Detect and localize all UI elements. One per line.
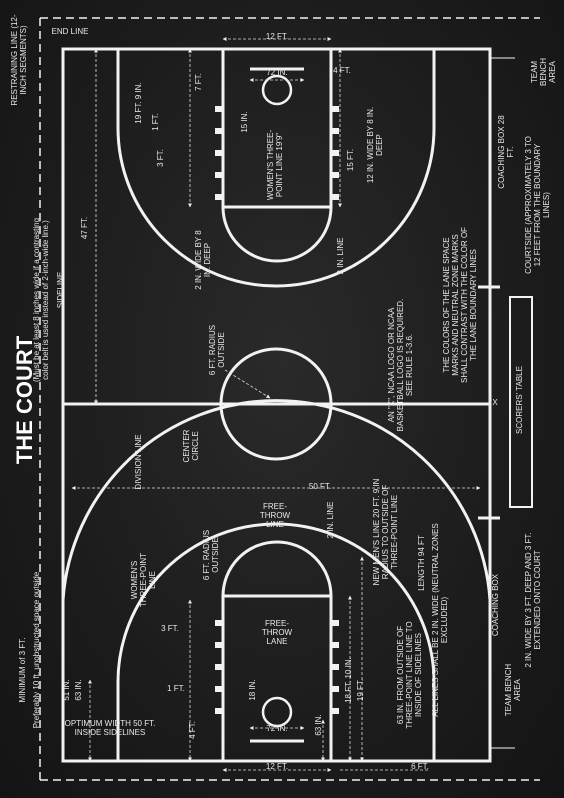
label-team-bench-bottom: TEAM BENCH AREA	[504, 663, 522, 717]
label-womens-three-point-bottom: WOMEN'S THREE-POINT LINE	[130, 552, 157, 608]
three-point-line-top	[116, 49, 436, 288]
label-eighteen-in: 18 IN.	[248, 679, 257, 701]
label-one-ft-top: 1 FT.	[151, 113, 160, 131]
label-all-lines-note: ALL LINES SHALL BE 2 IN. WIDE (NEUTRAL Z…	[431, 523, 449, 717]
label-length-note: LENGTH 94 FT	[417, 535, 426, 591]
label-seventy-two-in-bottom: 72 IN.	[266, 724, 288, 733]
label-bench-extension: 2 IN. WIDE BY 3 FT. DEEP AND 3 FT. EXTEN…	[524, 532, 542, 668]
label-free-throw-lane: FREE-THROW LANE	[261, 619, 293, 646]
label-eighteen-ft-ten: 18 FT. 10 IN.	[344, 657, 353, 703]
label-courtside: COURTSIDE (APPROXIMATELY 3 TO 12 FEET FR…	[524, 136, 551, 274]
label-four-ft-bottom: 4 FT.	[188, 721, 197, 739]
label-fifteen-in-top: 15 IN.	[240, 111, 249, 133]
label-seven-ft: 7 FT.	[194, 73, 203, 91]
label-sideline: SIDELINE	[56, 271, 65, 309]
label-three-ft-top: 3 FT.	[156, 149, 165, 167]
label-six-ft-radius-top: 6 FT. RADIUS OUTSIDE	[208, 324, 226, 376]
label-end-line: END LINE	[51, 27, 89, 36]
label-two-in-line-top: 2 IN. LINE	[336, 237, 345, 275]
label-womens-three-point-top: WOMEN'S THREE-POINT LINE 19'9"	[266, 129, 284, 201]
label-sixty-three-in-bottom: 63 IN.	[314, 714, 323, 736]
label-twelve-in-wide: 12 IN. WIDE BY 8 IN. DEEP	[366, 106, 384, 184]
page-title: THE COURT	[12, 335, 37, 464]
label-sideline-note: (Must be at least 8 inches wide if a con…	[32, 217, 50, 383]
label-forty-seven-ft: 47 FT.	[80, 216, 89, 240]
lane-marks-bottom	[215, 620, 339, 714]
label-optimum-width: OPTIMUM WIDTH 50 FT. INSIDE SIDELINES	[64, 719, 156, 737]
label-six-ft-bottom: 6 FT.	[411, 762, 429, 771]
label-restraining-line: RESTRAINING LINE (12-INCH SEGMENTS)	[10, 14, 28, 106]
label-sixty-three-in-left: 63 IN.	[74, 679, 83, 701]
label-six-ft-radius-bottom: 6 FT. RADIUS OUTSIDE	[202, 529, 220, 581]
label-three-ft-bottom: 3 FT.	[161, 624, 179, 633]
label-division-line: DIVISION LINE	[134, 434, 143, 490]
label-two-ft-wide: 2 IN. WIDE BY 8 IN. DEEP	[194, 230, 212, 290]
label-x-mark: X	[492, 398, 498, 407]
label-coaching-box-bottom: COACHING BOX	[491, 573, 500, 637]
label-team-bench-top: TEAM BENCH AREA	[530, 58, 557, 87]
label-coaching-box-top: COACHING BOX 28 FT.	[497, 115, 515, 189]
label-new-mens-line: NEW MEN'S LINE 20 FT. 9 IN RADIUS TO OUT…	[372, 478, 399, 586]
free-throw-circle-bottom	[221, 540, 333, 597]
label-free-throw-line: FREE-THROW LINE	[259, 502, 291, 529]
label-fifty-ft: 50 FT.	[308, 482, 332, 491]
basket-bottom	[261, 696, 293, 728]
label-nineteen-ft-bottom: 19 FT.	[356, 678, 365, 702]
basket-top	[261, 74, 293, 106]
label-twelve-ft-top: 12 FT.	[265, 32, 289, 41]
label-minimum-3ft: MINIMUM of 3 FT.	[18, 637, 27, 703]
label-twelve-ft-bottom: 12 FT.	[265, 762, 289, 771]
label-one-ft-bottom: 1 FT.	[167, 684, 185, 693]
label-two-in-line-bottom: 2 IN. LINE	[326, 501, 335, 539]
center-circle	[219, 347, 333, 461]
label-preferably: Preferably 10 ft. unobstructed space out…	[32, 571, 41, 729]
label-scorers-table: SCORERS' TABLE	[515, 366, 524, 434]
free-throw-circle-top	[221, 206, 333, 263]
three-point-line-bottom	[61, 399, 492, 601]
label-sixty-three-in-note: 63 IN. FROM OUTSIDE OF THREE-POINT LINE …	[396, 621, 423, 729]
label-lane-colors-note: THE COLORS OF THE LANE SPACE MARKS AND N…	[442, 227, 478, 383]
label-fifty-one-in: 51 IN.	[62, 679, 71, 701]
scorers-table	[509, 296, 533, 508]
label-four-ft-top: 4 FT.	[333, 66, 351, 75]
label-ncaa-logo: AN "X", NCAA LOGO OR NCAA BASKETBALL LOG…	[387, 298, 414, 432]
lane-marks-top	[215, 106, 339, 200]
womens-three-point-line-bottom	[116, 522, 436, 761]
label-nineteen-ft-nine: 19 FT. 9 IN.	[134, 82, 143, 124]
label-center-circle: CENTER CIRCLE	[182, 429, 200, 463]
dimension-lines	[71, 37, 481, 772]
label-seventy-two-in-top: 72 IN.	[266, 68, 288, 77]
free-throw-lane-bottom	[221, 594, 333, 763]
label-fifteen-ft: 15 FT.	[346, 148, 355, 172]
